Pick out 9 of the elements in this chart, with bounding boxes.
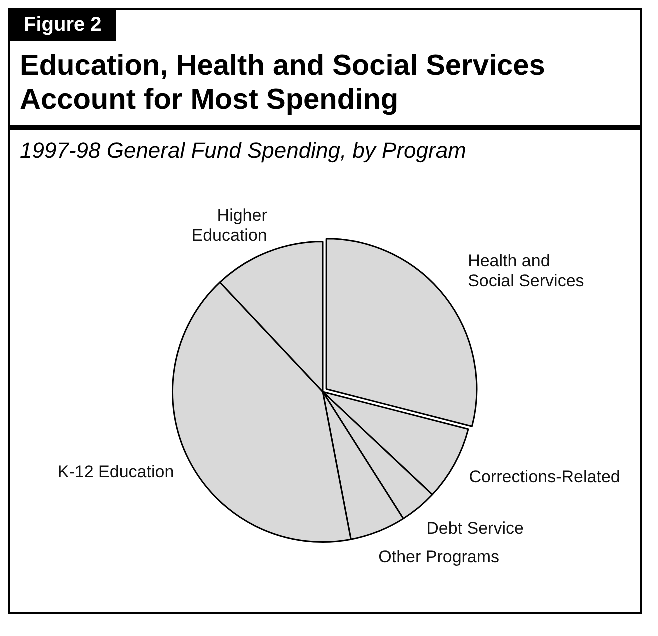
slice-label: Other Programs [378, 547, 500, 566]
slice-label: Corrections-Related [469, 468, 620, 487]
slice-label: K-12 Education [58, 462, 174, 482]
chart-subtitle: 1997-98 General Fund Spending, by Program [19, 137, 468, 165]
slice-label: Higher Education [192, 206, 268, 245]
chart-title: Education, Health and Social Services Account for Most Spending [10, 41, 640, 130]
caption: Figure 2 [10, 10, 116, 41]
slice-label: Health and Social Services [468, 251, 584, 290]
slice-label: Debt Service [426, 519, 524, 538]
